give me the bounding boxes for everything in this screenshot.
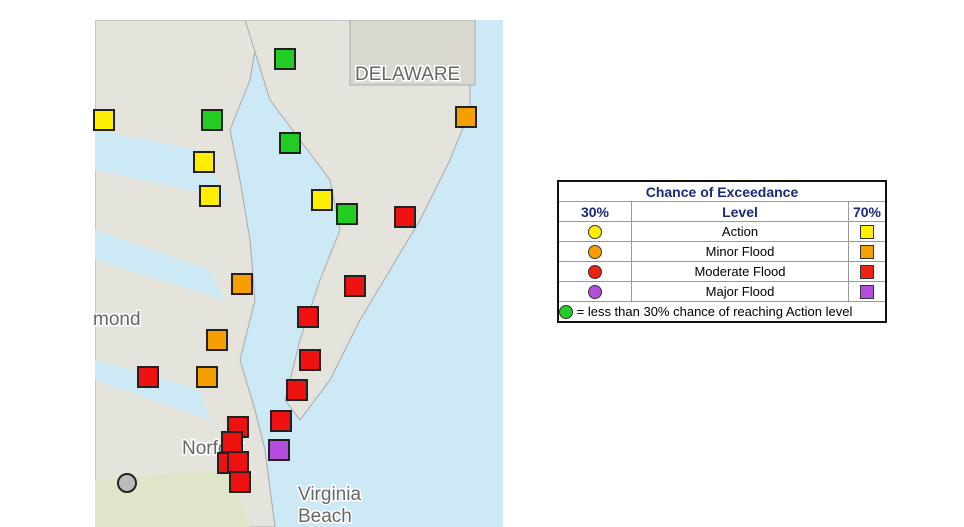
gauge-marker[interactable] [279, 132, 301, 154]
gauge-marker[interactable] [299, 349, 321, 371]
legend-dot [588, 245, 602, 260]
gauge-marker[interactable] [231, 273, 253, 295]
gauge-marker[interactable] [201, 109, 223, 131]
legend-square [860, 225, 874, 240]
legend-square [860, 285, 874, 300]
legend: Chance of Exceedance 30% Level 70% Action … [557, 180, 887, 323]
gauge-marker[interactable] [193, 151, 215, 173]
map-label: Virginia [298, 484, 361, 505]
gauge-marker[interactable] [274, 48, 296, 70]
gauge-marker[interactable] [206, 329, 228, 351]
map-label: DELAWARE [355, 64, 460, 85]
legend-level: Minor Flood [631, 241, 849, 262]
gauge-marker[interactable] [270, 410, 292, 432]
gauge-marker[interactable] [221, 431, 243, 453]
gauge-marker[interactable] [297, 306, 319, 328]
legend-header: Level [631, 201, 849, 222]
gauge-marker[interactable] [199, 185, 221, 207]
gauge-marker[interactable] [268, 439, 290, 461]
legend-square [860, 265, 874, 280]
legend-header: 70% [848, 201, 887, 222]
gauge-marker[interactable] [286, 379, 308, 401]
gauge-marker[interactable] [137, 366, 159, 388]
gauge-marker[interactable] [227, 451, 249, 473]
legend-level: Action [631, 221, 849, 242]
legend-footer: = less than 30% chance of reaching Actio… [576, 303, 853, 319]
gauge-marker[interactable] [455, 106, 477, 128]
legend-dot [588, 225, 602, 240]
gauge-marker[interactable] [93, 109, 115, 131]
gauge-marker [117, 473, 137, 493]
gauge-marker[interactable] [311, 189, 333, 211]
gauge-marker[interactable] [229, 471, 251, 493]
legend-square [860, 245, 874, 260]
map-base [95, 20, 503, 527]
map-label: Beach [298, 506, 352, 527]
gauge-marker[interactable] [344, 275, 366, 297]
legend-level: Moderate Flood [631, 261, 849, 282]
gauge-marker[interactable] [196, 366, 218, 388]
legend-level: Major Flood [631, 281, 849, 302]
map-label: mond [93, 309, 141, 330]
legend-dot [588, 265, 602, 280]
markers [93, 48, 477, 493]
legend-header: 30% [557, 201, 632, 222]
legend-dot [559, 305, 573, 320]
legend-title: Chance of Exceedance [557, 180, 887, 202]
gauge-marker[interactable] [336, 203, 358, 225]
gauge-marker[interactable] [394, 206, 416, 228]
legend-dot [588, 285, 602, 300]
